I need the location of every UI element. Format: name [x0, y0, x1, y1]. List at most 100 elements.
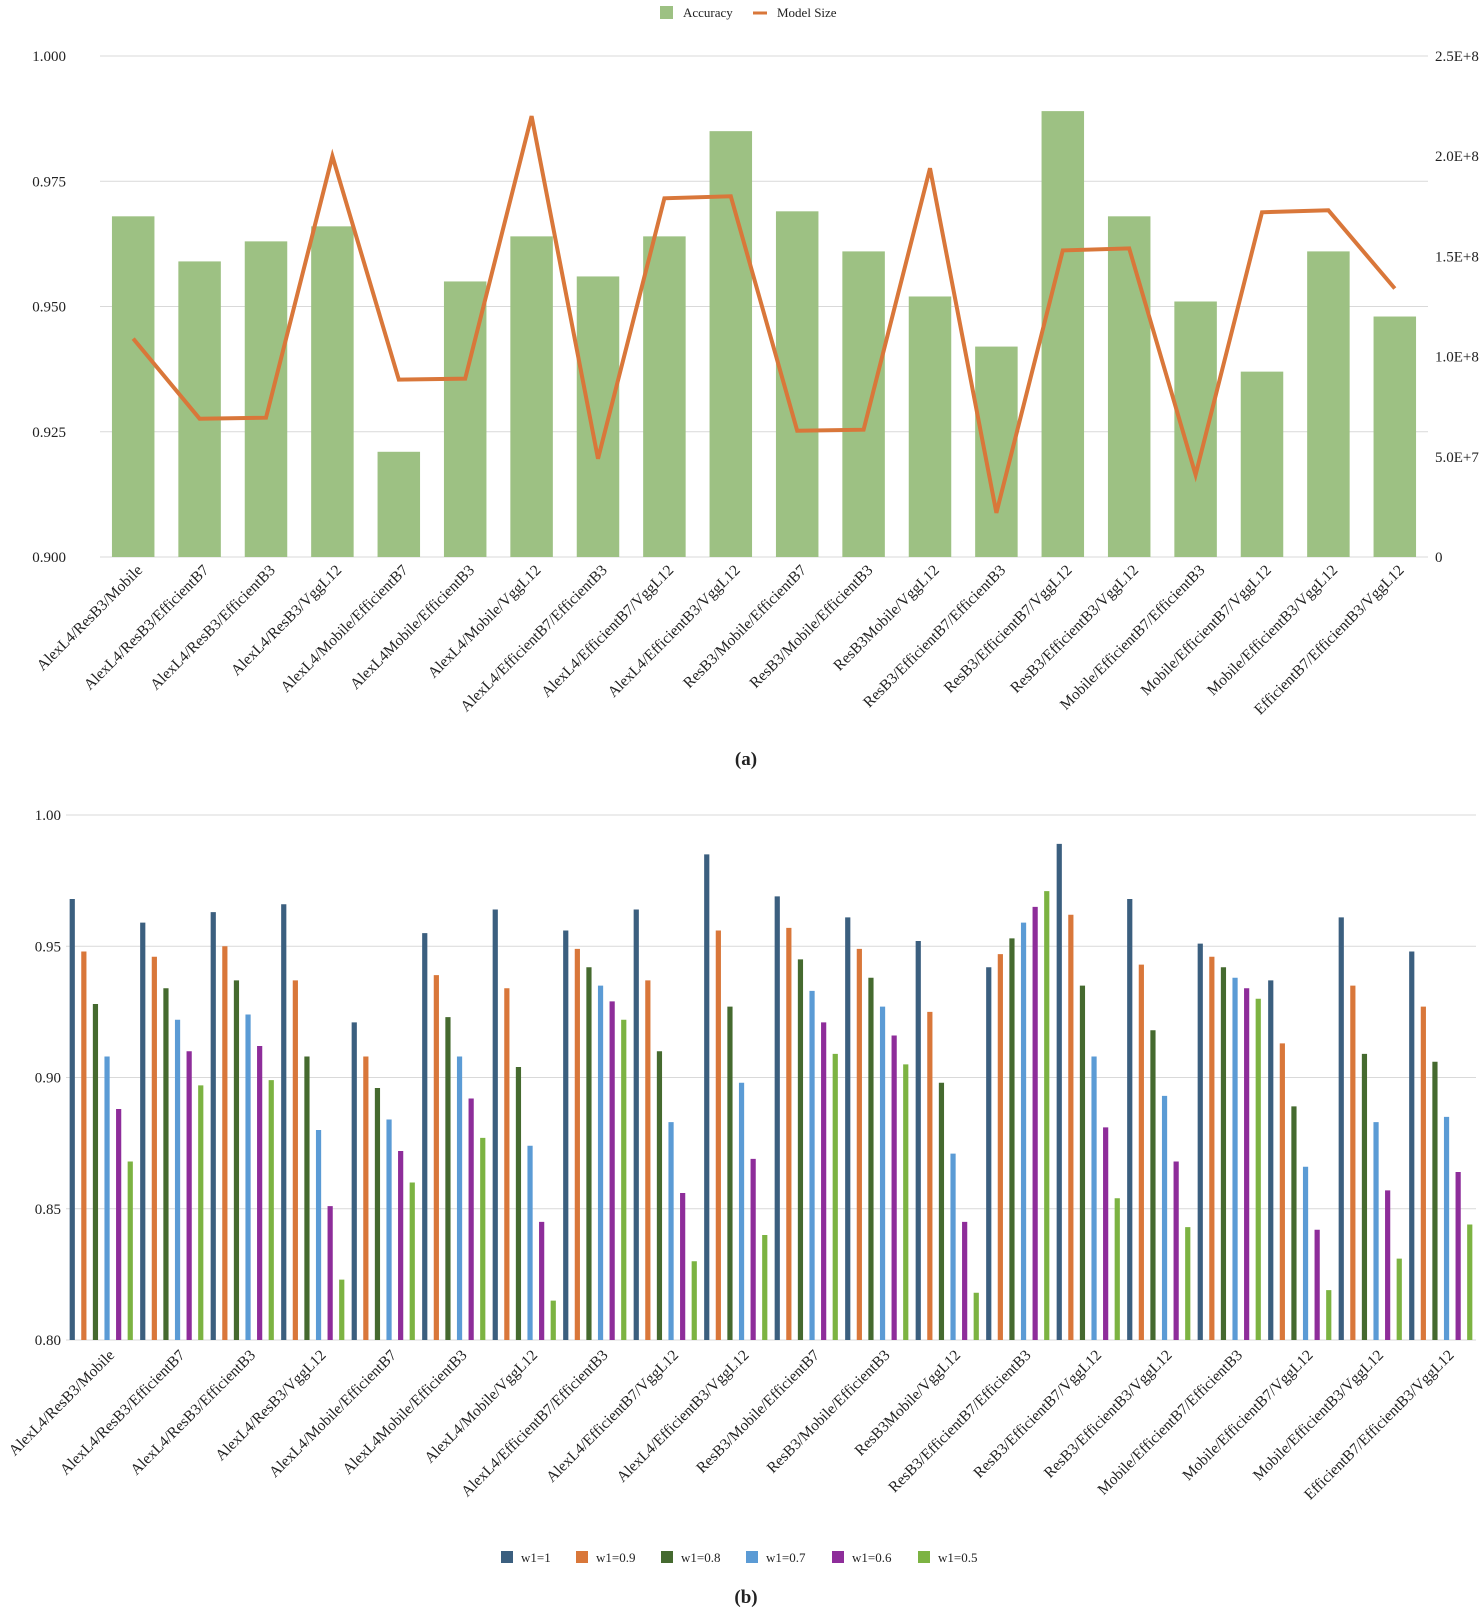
legend-label-w1-0-8: w1=0.8	[681, 1550, 720, 1565]
x-tick-label-b: ResB3/Mobile/EfficientB7	[693, 1347, 823, 1477]
y2-tick-label-a: 0	[1435, 550, 1443, 566]
bar-w1-0-8	[1291, 1106, 1297, 1340]
bar-w1-0-6	[1455, 1172, 1461, 1340]
bar-w1-1	[563, 930, 569, 1340]
accuracy-bar	[1107, 216, 1151, 557]
bar-w1-0-9	[927, 1011, 933, 1340]
bar-w1-0-5	[621, 1019, 627, 1340]
bar-w1-0-7	[1161, 1095, 1168, 1340]
x-tick-label-b: Mobile/EfficientB7/EfficientB3	[1094, 1347, 1246, 1499]
bar-w1-0-6	[1314, 1229, 1320, 1340]
x-tick-label-a: Mobile/EfficientB3/VggL12	[1204, 562, 1341, 699]
y-tick-label-b: 1.00	[35, 808, 61, 824]
bar-w1-0-6	[1385, 1190, 1391, 1340]
bar-w1-0-7	[245, 1014, 251, 1340]
x-tick-label-a: Mobile/EfficientB7/VggL12	[1138, 562, 1275, 699]
accuracy-bar	[576, 276, 620, 557]
bar-w1-0-8	[445, 1017, 451, 1340]
bar-w1-0-7	[315, 1130, 322, 1340]
bar-w1-0-5	[550, 1300, 556, 1340]
bar-w1-0-5	[409, 1182, 415, 1340]
bar-w1-1	[845, 917, 851, 1340]
legend-swatch-w1-1	[501, 1551, 513, 1563]
chart-weighted-accuracy: 0.800.850.900.951.00AlexL4/ResB3/MobileA…	[6, 808, 1476, 1565]
bar-w1-0-8	[1220, 967, 1227, 1340]
accuracy-bar	[111, 216, 155, 557]
bar-w1-0-5	[1396, 1258, 1402, 1340]
bar-w1-0-8	[515, 1067, 522, 1340]
x-tick-label-b: EfficientB7/EfficientB3/VggL12	[1301, 1347, 1458, 1504]
x-tick-label-b: ResB3/EfficientB7/VggL12	[970, 1347, 1105, 1482]
accuracy-bar	[1307, 251, 1350, 557]
bar-w1-0-5	[198, 1085, 204, 1340]
x-tick-label-a: ResB3/Mobile/EfficientB3	[746, 562, 876, 692]
bar-w1-1	[704, 854, 710, 1340]
bar-w1-0-9	[574, 948, 580, 1340]
y2-tick-label-a: 2.0E+8	[1435, 149, 1479, 165]
bar-w1-0-9	[786, 927, 792, 1340]
bar-w1-0-9	[1068, 914, 1074, 1340]
bar-w1-0-8	[1150, 1030, 1156, 1340]
accuracy-bar	[1373, 316, 1417, 557]
y2-tick-label-a: 1.0E+8	[1435, 350, 1479, 366]
y-tick-label-b: 0.85	[35, 1202, 61, 1218]
legend-swatch-w1-0-6	[832, 1551, 844, 1563]
bar-w1-0-8	[586, 967, 592, 1340]
bar-w1-0-9	[292, 980, 298, 1340]
legend-swatch-w1-0-8	[661, 1551, 673, 1563]
bar-w1-0-7	[1020, 922, 1027, 1340]
bar-w1-1	[1338, 917, 1344, 1340]
bar-w1-1	[281, 904, 287, 1340]
bar-w1-1	[1197, 943, 1203, 1340]
bar-w1-0-8	[656, 1051, 663, 1340]
x-tick-label-a: AlexL4/Mobile/EfficientB7	[277, 562, 411, 696]
bar-w1-0-5	[1467, 1224, 1473, 1340]
bar-w1-0-9	[1350, 985, 1356, 1340]
x-tick-label-b: AlexL4/ResB3/EfficientB3	[127, 1347, 259, 1479]
bar-w1-0-5	[1185, 1227, 1191, 1340]
bar-w1-0-7	[1091, 1056, 1097, 1340]
accuracy-bar	[1041, 111, 1085, 558]
chart-accuracy-model-size: 0.900 0.925 0.950 0.975 1.000 0 5.0E+7 1.0E+8 1.…	[32, 5, 1479, 718]
bar-w1-0-6	[750, 1158, 756, 1340]
bar-w1-0-6	[116, 1109, 122, 1340]
bar-w1-0-6	[680, 1193, 686, 1340]
bar-w1-0-9	[81, 951, 87, 1340]
accuracy-bar	[311, 226, 354, 557]
legend-swatch-w1-0-9	[576, 1551, 588, 1563]
bar-w1-0-7	[1373, 1122, 1379, 1340]
bar-w1-0-9	[222, 946, 228, 1340]
x-tick-label-a: ResB3/Mobile/EfficientB7	[680, 562, 810, 692]
x-tick-label-b: ResB3/EfficientB3/VggL12	[1041, 1347, 1176, 1482]
bar-w1-0-6	[891, 1035, 897, 1340]
x-tick-label-a: AlexL4Mobile/EfficientB3	[347, 562, 478, 693]
y2-tick-label-a: 5.0E+7	[1435, 450, 1479, 466]
x-tick-label-b: AlexL4/Mobile/EfficientB7	[266, 1347, 400, 1481]
bar-w1-1	[1409, 951, 1415, 1340]
bar-w1-0-6	[1032, 906, 1038, 1340]
x-tick-label-a: AlexL4/ResB3/VggL12	[228, 562, 345, 679]
bar-w1-0-8	[304, 1056, 310, 1340]
x-tick-label-b: Mobile/EfficientB7/VggL12	[1179, 1347, 1316, 1484]
y-tick-label-a: 0.925	[32, 425, 66, 441]
bar-w1-0-6	[609, 1001, 615, 1340]
bar-w1-1	[422, 933, 428, 1340]
bar-w1-0-7	[809, 990, 815, 1340]
bar-w1-0-5	[1044, 891, 1050, 1340]
bar-w1-0-9	[997, 954, 1003, 1340]
bar-w1-0-6	[257, 1046, 263, 1340]
accuracy-bar	[510, 236, 553, 558]
y2-tick-label-a: 2.5E+8	[1435, 49, 1479, 65]
bar-w1-0-7	[950, 1153, 956, 1340]
accuracy-bar	[178, 261, 221, 557]
bar-w1-0-9	[1279, 1043, 1285, 1340]
bar-w1-0-5	[1255, 998, 1261, 1340]
accuracy-bar	[1240, 371, 1284, 557]
bar-w1-0-5	[127, 1161, 133, 1340]
bar-w1-1	[1127, 899, 1133, 1340]
bar-w1-0-8	[1361, 1053, 1368, 1340]
bar-w1-0-5	[691, 1261, 697, 1340]
bar-w1-0-8	[797, 959, 804, 1340]
bar-w1-0-7	[597, 985, 604, 1340]
